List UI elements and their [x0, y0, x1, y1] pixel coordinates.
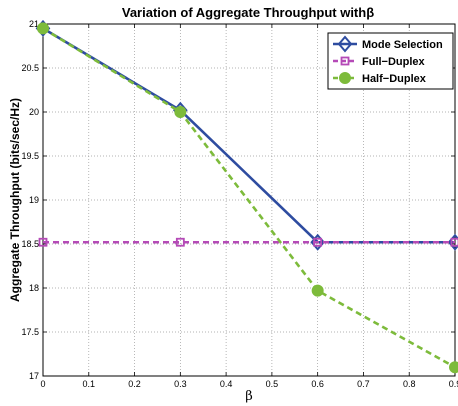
data-point: [311, 284, 324, 297]
axis-ticks: 0 0.1 0.2 0.3 0.4 0.5 0.6 0.7 0.8 0.9 17 17.5 18 18.5…: [21, 19, 458, 389]
x-tick-label: 0.3: [174, 379, 187, 389]
legend-entry: Mode Selection: [333, 35, 443, 53]
x-tick-label: 0.4: [220, 379, 233, 389]
y-axis-label: Aggregate Throughput (bits/sec/Hz): [8, 98, 22, 302]
data-point: [313, 237, 323, 247]
data-point: [175, 237, 185, 247]
series-line: [42, 27, 456, 369]
legend-swatch-marker: [339, 72, 351, 84]
x-tick-label: 0.2: [128, 379, 141, 389]
x-tick-label: 0.5: [266, 379, 279, 389]
data-point: [450, 237, 458, 247]
legend-label: Half−Duplex: [362, 73, 427, 85]
data-point: [37, 22, 49, 35]
x-tick-label: 0.7: [357, 379, 370, 389]
data-point: [449, 361, 458, 374]
x-tick-label: 0.8: [403, 379, 416, 389]
x-tick-label: 0.9: [449, 379, 458, 389]
x-axis-label: β: [245, 389, 253, 404]
y-tick-label: 17: [29, 371, 39, 381]
y-tick-label: 18.5: [21, 239, 39, 249]
y-tick-label: 20: [29, 107, 39, 117]
y-tick-label: 19: [29, 195, 39, 205]
series-layer: [35, 19, 458, 374]
legend-swatch-marker: [340, 56, 350, 66]
data-point: [174, 106, 187, 118]
x-tick-label: 0: [40, 379, 45, 389]
y-tick-label: 18: [29, 283, 39, 293]
series-2: [38, 237, 458, 247]
legend-swatch-marker: [337, 35, 353, 53]
legend-entry: Full−Duplex: [333, 56, 426, 68]
legend-label: Full−Duplex: [362, 56, 426, 68]
y-tick-label: 19.5: [21, 151, 39, 161]
y-tick-label: 20.5: [21, 63, 39, 73]
series-3: [37, 22, 458, 374]
legend: Mode Selection Full−Duplex Half−Duplex: [327, 32, 454, 90]
x-tick-label: 0.6: [311, 379, 324, 389]
legend-entry: Half−Duplex: [333, 72, 427, 85]
chart-title: Variation of Aggregate Throughput withβ: [122, 5, 374, 20]
y-tick-label: 17.5: [21, 327, 39, 337]
x-tick-label: 0.1: [83, 379, 96, 389]
legend-label: Mode Selection: [362, 39, 443, 51]
data-point: [38, 237, 48, 247]
y-tick-label: 21: [29, 19, 39, 29]
